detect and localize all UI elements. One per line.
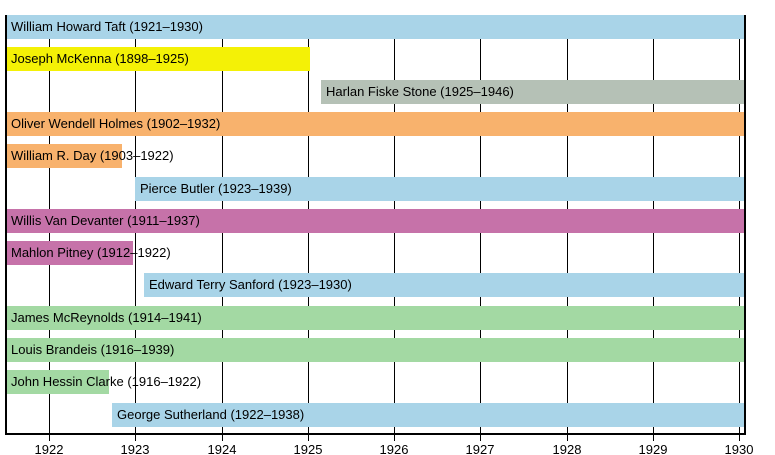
bar-label: James McReynolds (1914–1941) [11, 310, 202, 325]
bar-label: John Hessin Clarke (1916–1922) [11, 374, 202, 389]
bar-label: George Sutherland (1922–1938) [117, 407, 305, 422]
axis-tick-label: 1925 [293, 442, 323, 455]
axis-tick [222, 433, 223, 441]
chart-frame-right [744, 15, 746, 433]
axis-tick-label: 1927 [465, 442, 495, 455]
bar-label: Joseph McKenna (1898–1925) [11, 51, 189, 66]
timeline-bar [135, 177, 745, 201]
axis-tick-label: 1922 [34, 442, 64, 455]
bar-label: Willis Van Devanter (1911–1937) [11, 213, 200, 228]
axis-tick [567, 433, 568, 441]
timeline-bar [6, 112, 745, 136]
timeline-bar [112, 403, 745, 427]
bar-label: William R. Day (1903–1922) [11, 148, 174, 163]
x-axis-line [5, 433, 746, 435]
axis-tick [480, 433, 481, 441]
axis-tick [135, 433, 136, 441]
axis-tick [394, 433, 395, 441]
axis-tick-label: 1923 [120, 442, 150, 455]
timeline-bar [6, 209, 745, 233]
axis-tick-label: 1930 [724, 442, 754, 455]
bar-label: William Howard Taft (1921–1930) [11, 19, 203, 34]
timeline-bar [6, 144, 122, 168]
timeline-bar [6, 241, 133, 265]
axis-tick [739, 433, 740, 441]
axis-tick-label: 1924 [207, 442, 237, 455]
axis-tick-label: 1928 [552, 442, 582, 455]
bar-label: Oliver Wendell Holmes (1902–1932) [11, 116, 221, 131]
bar-label: Mahlon Pitney (1912–1922) [11, 245, 171, 260]
timeline-bar [6, 47, 310, 71]
bar-label: Pierce Butler (1923–1939) [140, 181, 292, 196]
timeline-bar [6, 306, 745, 330]
axis-tick [308, 433, 309, 441]
axis-tick [653, 433, 654, 441]
timeline-bar [144, 273, 745, 297]
timeline-bar [6, 370, 109, 394]
timeline-bar [321, 80, 745, 104]
timeline-bar [6, 338, 745, 362]
axis-tick-label: 1929 [638, 442, 668, 455]
chart-frame-left [5, 15, 7, 433]
axis-tick-label: 1926 [379, 442, 409, 455]
bar-label: Edward Terry Sanford (1923–1930) [149, 277, 352, 292]
axis-tick [49, 433, 50, 441]
bar-label: Harlan Fiske Stone (1925–1946) [326, 84, 514, 99]
bar-label: Louis Brandeis (1916–1939) [11, 342, 175, 357]
timeline-bar [6, 15, 745, 39]
